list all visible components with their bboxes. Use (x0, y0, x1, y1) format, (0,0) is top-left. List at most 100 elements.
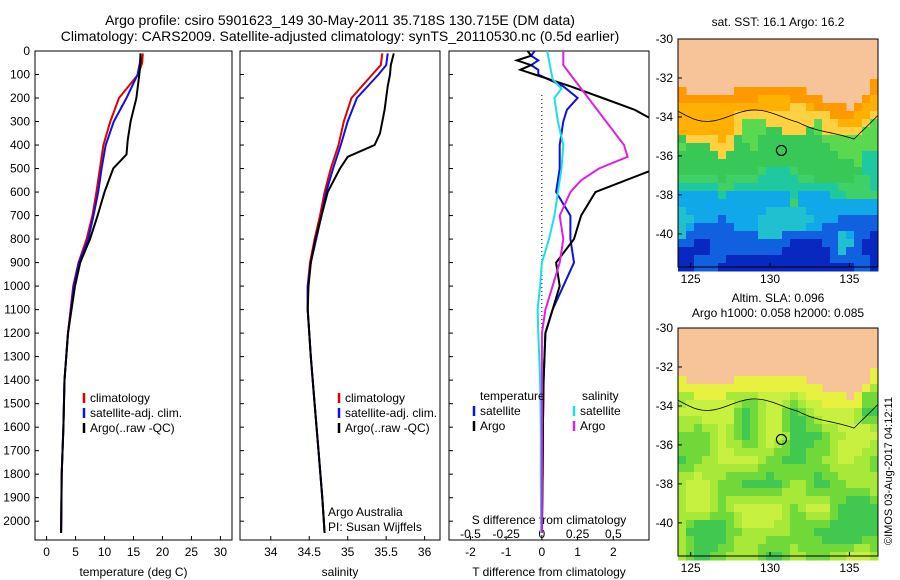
map-cell (750, 231, 759, 240)
map-cell (750, 400, 759, 409)
map-cell (798, 191, 807, 200)
map-cell (806, 520, 815, 529)
map-cell (726, 416, 735, 425)
map-cell (710, 127, 719, 136)
map-cell (838, 456, 847, 465)
map-cell (718, 416, 727, 425)
map-cell (838, 496, 847, 505)
map-cell (830, 183, 839, 192)
map-cell (782, 207, 791, 216)
map-cell (702, 199, 711, 208)
map-cell (838, 432, 847, 441)
map-cell (822, 416, 831, 425)
map-cell (710, 247, 719, 256)
map-cell (774, 95, 783, 104)
map-cell (862, 536, 871, 545)
map-cell (822, 143, 831, 152)
temperature-axis-label: temperature (deg C) (79, 565, 187, 579)
map-cell (870, 520, 879, 529)
map-cell (854, 536, 863, 545)
map-cell (678, 376, 687, 385)
map-cell (790, 167, 799, 176)
map-cell (678, 135, 687, 144)
map-cell (766, 143, 775, 152)
map-cell (814, 392, 823, 401)
map-cell (782, 127, 791, 136)
map-cell (798, 448, 807, 457)
map-cell (726, 408, 735, 417)
map-cell (814, 127, 823, 136)
map-cell (694, 111, 703, 120)
map-cell (862, 392, 871, 401)
map-cell (838, 424, 847, 433)
map-cell (766, 512, 775, 521)
map-cell (854, 400, 863, 409)
depth-tick-label: 800 (10, 232, 30, 246)
map-cell (782, 416, 791, 425)
map-cell (726, 119, 735, 128)
map-cell (710, 480, 719, 489)
map-cell (838, 520, 847, 529)
map-cell (822, 127, 831, 136)
map-cell (782, 424, 791, 433)
map-cell (846, 167, 855, 176)
map-cell (854, 504, 863, 513)
map-cell (862, 512, 871, 521)
map-cell (854, 512, 863, 521)
map-cell (782, 135, 791, 144)
map-cell (726, 135, 735, 144)
map-cell (854, 135, 863, 144)
map-cell (694, 480, 703, 489)
map-cell (774, 488, 783, 497)
map-cell (750, 544, 759, 553)
map-cell (790, 520, 799, 529)
map-cell (742, 504, 751, 513)
map-cell (790, 472, 799, 481)
map-cell (870, 215, 879, 224)
map-cell (846, 448, 855, 457)
map-cell (678, 95, 687, 104)
map-cell (726, 143, 735, 152)
map-cell (862, 183, 871, 192)
map-cell (806, 424, 815, 433)
map-cell (830, 496, 839, 505)
depth-tick-label: 500 (10, 162, 30, 176)
series-line-argo-raw-qc- (306, 53, 395, 533)
map-cell (782, 456, 791, 465)
map-cell (854, 239, 863, 248)
map-cell (726, 536, 735, 545)
map-cell (790, 544, 799, 553)
map-cell (750, 488, 759, 497)
map-cell (694, 103, 703, 112)
map-cell (830, 151, 839, 160)
map-cell (686, 464, 695, 473)
map-cell (790, 191, 799, 200)
map-cell (838, 143, 847, 152)
map-cell (822, 167, 831, 176)
map-cell (806, 183, 815, 192)
map-cell (782, 376, 791, 385)
map-cell (694, 408, 703, 417)
salinity-difference-tick-label: -0.25 (492, 527, 520, 541)
map-cell (678, 183, 687, 192)
longitude-tick-label: 130 (760, 272, 780, 286)
map-cell (694, 520, 703, 529)
map-cell (838, 119, 847, 128)
map-cell (718, 512, 727, 521)
map-cell (726, 111, 735, 120)
map-cell (742, 392, 751, 401)
map-cell (742, 239, 751, 248)
map-cell (798, 528, 807, 537)
annotation-text: PI: Susan Wijffels (328, 520, 422, 534)
map-cell (766, 223, 775, 232)
map-cell (710, 464, 719, 473)
map-cell (782, 183, 791, 192)
map-cell (694, 464, 703, 473)
map-cell (806, 536, 815, 545)
map-cell (750, 456, 759, 465)
map-cell (862, 151, 871, 160)
map-cell (846, 231, 855, 240)
map-cell (726, 392, 735, 401)
map-cell (774, 183, 783, 192)
map-cell (806, 103, 815, 112)
